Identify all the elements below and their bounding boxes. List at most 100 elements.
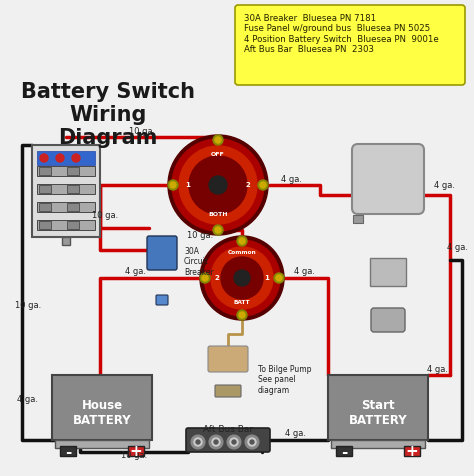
Circle shape [172, 139, 264, 231]
FancyBboxPatch shape [352, 144, 424, 214]
Bar [39, 221, 51, 229]
Circle shape [196, 440, 200, 444]
Circle shape [274, 273, 284, 283]
Text: Common: Common [228, 250, 256, 256]
Circle shape [211, 247, 273, 309]
Text: 4 ga.: 4 ga. [126, 268, 146, 277]
Circle shape [215, 137, 221, 143]
Text: 4 ga.: 4 ga. [282, 175, 302, 184]
Bar [62, 237, 70, 245]
FancyBboxPatch shape [156, 295, 168, 305]
Circle shape [213, 135, 223, 145]
Text: 4 ga.: 4 ga. [285, 429, 307, 438]
Text: 2: 2 [215, 275, 219, 281]
Bar [67, 221, 79, 229]
Text: To Bilge Pump
See panel
diagram: To Bilge Pump See panel diagram [258, 365, 311, 395]
Circle shape [194, 438, 202, 446]
Circle shape [245, 435, 259, 449]
Text: 10 ga.: 10 ga. [129, 127, 155, 136]
Text: -: - [341, 445, 347, 459]
Circle shape [212, 438, 220, 446]
Bar [39, 167, 51, 175]
Text: 4 ga.: 4 ga. [294, 268, 316, 277]
Circle shape [276, 275, 282, 281]
Circle shape [234, 270, 250, 286]
Text: House
BATTERY: House BATTERY [73, 399, 131, 427]
Bar [60, 446, 76, 456]
Text: Battery Switch
Wiring
Diagram: Battery Switch Wiring Diagram [21, 82, 195, 149]
Text: 30A Breaker  Bluesea PN 7181
Fuse Panel w/ground bus  Bluesea PN 5025
4 Position: 30A Breaker Bluesea PN 7181 Fuse Panel w… [244, 14, 439, 54]
Circle shape [237, 236, 247, 246]
Circle shape [248, 438, 256, 446]
Text: OFF: OFF [211, 152, 225, 158]
Text: 4 ga.: 4 ga. [447, 244, 468, 252]
FancyBboxPatch shape [147, 236, 177, 270]
Text: 4 ga.: 4 ga. [435, 180, 456, 189]
Circle shape [232, 440, 236, 444]
Circle shape [237, 310, 247, 320]
Circle shape [239, 312, 245, 318]
Text: 10 ga.: 10 ga. [15, 300, 41, 309]
Circle shape [204, 240, 280, 316]
Circle shape [170, 182, 176, 188]
Bar [331, 440, 425, 448]
Circle shape [189, 156, 247, 214]
FancyBboxPatch shape [371, 308, 405, 332]
Bar [128, 446, 144, 456]
Circle shape [200, 236, 284, 320]
Circle shape [230, 438, 238, 446]
Circle shape [213, 225, 223, 235]
Circle shape [214, 440, 218, 444]
Bar [67, 185, 79, 193]
Circle shape [258, 180, 268, 190]
Circle shape [72, 154, 80, 162]
Circle shape [168, 135, 268, 235]
Bar [39, 185, 51, 193]
Bar [37, 151, 95, 165]
Bar [404, 446, 420, 456]
Bar [328, 375, 428, 440]
Text: 2: 2 [246, 182, 250, 188]
Text: +: + [406, 445, 419, 459]
Circle shape [168, 180, 178, 190]
Bar [67, 203, 79, 211]
Bar [67, 167, 79, 175]
Bar [32, 145, 100, 237]
Bar [55, 440, 149, 448]
Text: 10 ga.: 10 ga. [187, 230, 213, 239]
Text: BATT: BATT [234, 300, 250, 306]
Text: 4 ga.: 4 ga. [428, 365, 448, 374]
Text: 10 ga.: 10 ga. [92, 210, 118, 219]
Text: 30A
Circuit
Breaker: 30A Circuit Breaker [184, 247, 214, 277]
Circle shape [56, 154, 64, 162]
Circle shape [179, 146, 257, 224]
Circle shape [202, 275, 208, 281]
Circle shape [221, 257, 263, 299]
Text: BOTH: BOTH [208, 212, 228, 218]
Text: Aft Bus Bar: Aft Bus Bar [203, 425, 253, 434]
Text: -: - [65, 445, 71, 459]
FancyBboxPatch shape [215, 385, 241, 397]
Text: 1: 1 [264, 275, 269, 281]
FancyBboxPatch shape [235, 5, 465, 85]
Bar [52, 375, 152, 440]
Circle shape [40, 154, 48, 162]
Circle shape [250, 440, 254, 444]
Text: 4 ga.: 4 ga. [18, 396, 38, 405]
Circle shape [209, 435, 223, 449]
Bar [37, 184, 95, 194]
Circle shape [239, 238, 245, 244]
Text: +: + [129, 445, 142, 459]
Bar [37, 166, 95, 176]
Circle shape [260, 182, 266, 188]
FancyBboxPatch shape [186, 428, 270, 452]
Bar [370, 258, 406, 286]
Bar [336, 446, 352, 456]
Circle shape [200, 273, 210, 283]
Bar [37, 202, 95, 212]
Text: 10 ga.: 10 ga. [121, 452, 147, 460]
Circle shape [227, 435, 241, 449]
Text: 1: 1 [185, 182, 191, 188]
FancyBboxPatch shape [208, 346, 248, 372]
Circle shape [209, 176, 227, 194]
